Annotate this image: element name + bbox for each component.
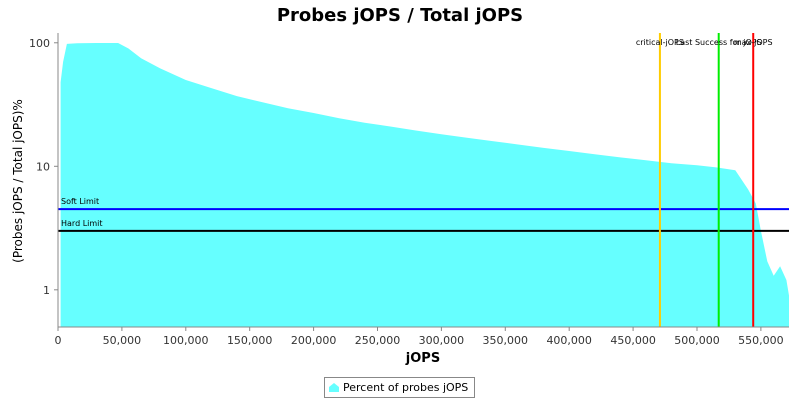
x-tick-label-5: 250,000 xyxy=(355,334,401,347)
x-tick-label-1: 50,000 xyxy=(103,334,142,347)
legend-label: Percent of probes jOPS xyxy=(343,381,469,394)
x-tick-label-0: 0 xyxy=(55,334,62,347)
limit-label-0: Soft Limit xyxy=(61,197,99,206)
x-tick-label-8: 400,000 xyxy=(546,334,592,347)
y-tick-label-0: 1 xyxy=(43,284,50,297)
legend-swatch xyxy=(329,383,339,392)
x-tick-label-11: 550,000 xyxy=(738,334,784,347)
x-tick-label-9: 450,000 xyxy=(610,334,656,347)
x-tick-label-7: 350,000 xyxy=(483,334,529,347)
y-axis-label: (Probes jOPS / Total jOPS)% xyxy=(11,99,25,263)
x-axis-label: jOPS xyxy=(405,351,440,366)
x-tick-label-6: 300,000 xyxy=(419,334,465,347)
x-tick-label-2: 100,000 xyxy=(163,334,209,347)
x-tick-label-3: 150,000 xyxy=(227,334,273,347)
limit-label-1: Hard Limit xyxy=(61,219,103,228)
y-tick-label-1: 10 xyxy=(36,160,50,173)
area-series-probes xyxy=(60,43,790,327)
marker-label-2: max-jOPS xyxy=(734,38,773,47)
legend: Percent of probes jOPS xyxy=(324,377,476,398)
chart-title: Probes jOPS / Total jOPS xyxy=(277,5,523,26)
y-tick-label-2: 100 xyxy=(29,37,50,50)
x-tick-label-10: 500,000 xyxy=(674,334,720,347)
x-tick-label-4: 200,000 xyxy=(291,334,337,347)
marker-label-1: Last Success for jOPS xyxy=(676,38,762,47)
marker-label-0: critical-jOPS xyxy=(636,38,684,47)
